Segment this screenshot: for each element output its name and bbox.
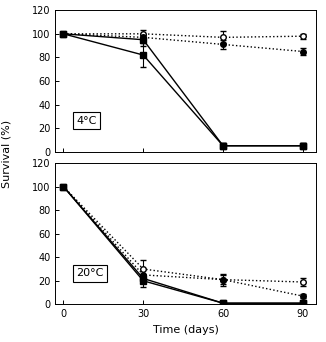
Text: Survival (%): Survival (%) (2, 120, 11, 188)
X-axis label: Time (days): Time (days) (153, 325, 219, 335)
Text: 4°C: 4°C (76, 116, 96, 126)
Text: 20°C: 20°C (76, 268, 104, 278)
